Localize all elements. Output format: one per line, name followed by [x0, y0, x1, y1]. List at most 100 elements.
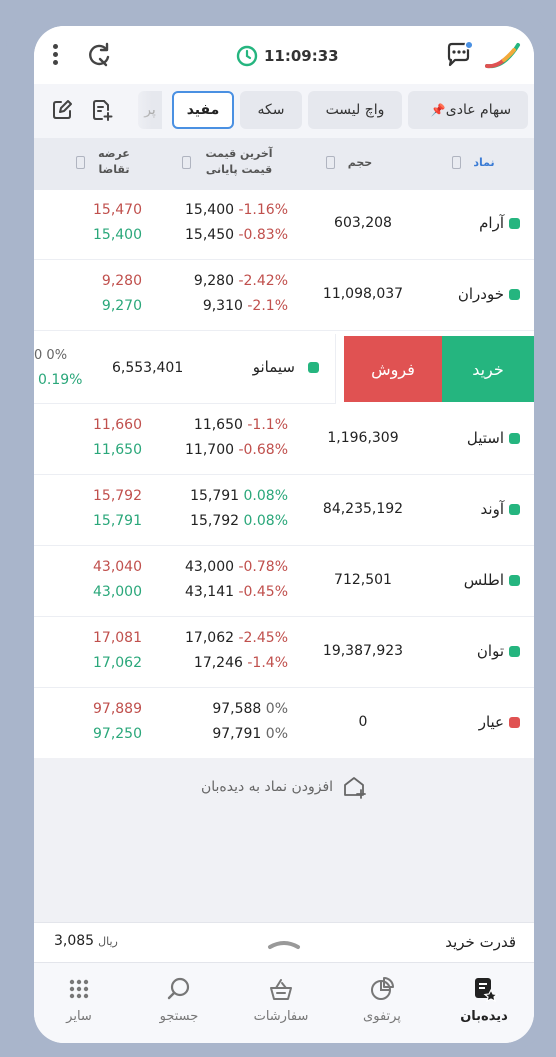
status-dot — [509, 504, 520, 515]
status-dot — [308, 362, 319, 373]
symbol-name: عیار — [478, 713, 504, 731]
nav-watchlist[interactable]: دیده‌بان — [439, 971, 529, 1035]
status-dot — [509, 575, 520, 586]
swiped-pct-bottom: 0.19% — [38, 372, 83, 388]
watchlist-icon — [475, 978, 498, 1003]
close-price: 97,791 0% — [212, 726, 288, 742]
add-watchlist-icon[interactable] — [90, 98, 114, 122]
tab-coin[interactable]: سکه — [240, 91, 302, 129]
symbol-name: خودران — [457, 285, 504, 303]
table-row[interactable]: خودران 11,098,037 9,280 -2.42% 9,310 -2.… — [34, 261, 534, 331]
volume: 712,501 — [334, 572, 392, 588]
clock-icon — [236, 45, 258, 67]
sort-volume-icon[interactable] — [326, 156, 335, 169]
status-dot — [509, 717, 520, 728]
close-price: 11,700 -0.68% — [185, 442, 288, 458]
bid-price: 11,650 — [93, 442, 142, 458]
purchasing-power-label: قدرت خرید — [445, 933, 516, 951]
symbol-name: آوند — [480, 500, 504, 518]
last-price: 15,400 -1.16% — [185, 202, 288, 218]
symbol-name: اطلس — [463, 571, 504, 589]
bid-price: 9,270 — [101, 298, 142, 314]
close-price: 15,450 -0.83% — [185, 227, 288, 243]
nav-portfolio[interactable]: پرتفوی — [337, 971, 427, 1035]
close-price: 17,246 -1.4% — [193, 655, 288, 671]
bid-price: 15,791 — [93, 513, 142, 529]
sort-symbol-icon[interactable] — [452, 156, 461, 169]
device-frame: 11:09:33 پر مفید سکه واچ لیست — [6, 6, 550, 1051]
nav-orders[interactable]: سفارشات — [236, 971, 326, 1035]
col-bid[interactable]: تقاضا — [98, 163, 130, 176]
swiped-row[interactable]: 0 0% 0.19% 6,553,401 سیمانو فروش خرید — [34, 334, 534, 405]
table-row[interactable]: آوند 84,235,192 15,791 0.08% 15,792 0.08… — [34, 476, 534, 546]
symbol-name: استیل — [466, 429, 504, 447]
swiped-volume: 6,553,401 — [112, 360, 184, 376]
status-dot — [509, 218, 520, 229]
tab-common-stocks[interactable]: سهام عادی 📌 — [408, 91, 528, 129]
table-row[interactable]: استیل 1,196,309 11,650 -1.1% 11,700 -0.6… — [34, 405, 534, 475]
bottom-nav: دیده‌بان پرتفوی سفارشات جستجو — [34, 962, 534, 1043]
last-price: 17,062 -2.45% — [185, 630, 288, 646]
col-last-price[interactable]: آخرین قیمت — [205, 147, 273, 160]
refresh-icon[interactable] — [86, 41, 114, 69]
status-dot — [509, 289, 520, 300]
volume: 0 — [358, 714, 368, 730]
col-symbol[interactable]: نماد — [473, 156, 495, 169]
ask-price: 9,280 — [101, 273, 142, 289]
buy-button[interactable]: خرید — [442, 336, 534, 402]
volume: 19,387,923 — [322, 643, 404, 659]
volume: 603,208 — [334, 215, 392, 231]
symbol-name: آرام — [479, 214, 504, 232]
portfolio-icon — [371, 977, 394, 1000]
swiped-symbol-name: سیمانو — [252, 358, 295, 376]
sort-orderbook-icon[interactable] — [76, 156, 85, 169]
broker-logo-icon — [485, 43, 520, 69]
volume: 84,235,192 — [322, 501, 404, 517]
ask-price: 43,040 — [93, 559, 142, 575]
bid-price: 17,062 — [93, 655, 142, 671]
table-row[interactable]: عیار 0 97,588 0% 97,791 0% 97,889 97,250 — [34, 689, 534, 759]
tab-fade — [126, 91, 152, 129]
table-row[interactable]: آرام 603,208 15,400 -1.16% 15,450 -0.83%… — [34, 190, 534, 260]
sell-button[interactable]: فروش — [344, 336, 442, 402]
add-symbol-button[interactable]: افزودن نماد به دیده‌بان — [184, 774, 384, 800]
symbol-name: توان — [476, 642, 504, 660]
last-price: 15,791 0.08% — [190, 488, 288, 504]
search-icon — [167, 977, 190, 1000]
ask-price: 15,470 — [93, 202, 142, 218]
app-screen: 11:09:33 پر مفید سکه واچ لیست — [34, 26, 534, 1043]
last-price: 11,650 -1.1% — [193, 417, 288, 433]
market-clock: 11:09:33 — [236, 44, 339, 68]
grid-icon — [69, 979, 89, 999]
col-ask[interactable]: عرضه — [98, 147, 130, 160]
volume: 11,098,037 — [322, 286, 404, 302]
add-symbol-icon — [344, 777, 366, 799]
more-menu-icon[interactable] — [50, 44, 60, 68]
pin-icon: 📌 — [430, 103, 446, 117]
col-volume[interactable]: حجم — [347, 156, 373, 169]
swiped-pct-top: 0 0% — [34, 348, 68, 363]
bid-price: 15,400 — [93, 227, 142, 243]
last-price: 97,588 0% — [212, 701, 288, 717]
orders-icon — [270, 979, 292, 1000]
sort-price-icon[interactable] — [182, 156, 191, 169]
purchasing-power-value: 3,085 ریال — [54, 933, 118, 949]
tab-mofid[interactable]: مفید — [172, 91, 234, 129]
table-row[interactable]: اطلس 712,501 43,000 -0.78% 43,141 -0.45%… — [34, 547, 534, 617]
purchasing-power-bar[interactable]: 3,085 ریال قدرت خرید — [34, 922, 534, 962]
tab-watchlist[interactable]: واچ لیست — [308, 91, 402, 129]
close-price: 9,310 -2.1% — [202, 298, 288, 314]
swiped-row-content[interactable]: 0 0% 0.19% 6,553,401 سیمانو — [34, 334, 336, 404]
ask-price: 11,660 — [93, 417, 142, 433]
nav-more[interactable]: سایر — [34, 971, 124, 1035]
chat-icon[interactable] — [444, 40, 474, 70]
column-header: نماد حجم آخرین قیمت قیمت پایانی عرضه تقا… — [34, 138, 534, 190]
edit-icon[interactable] — [50, 98, 74, 122]
close-price: 43,141 -0.45% — [185, 584, 288, 600]
add-symbol-area: افزودن نماد به دیده‌بان — [34, 758, 534, 922]
table-row[interactable]: توان 19,387,923 17,062 -2.45% 17,246 -1.… — [34, 618, 534, 688]
col-close-price[interactable]: قیمت پایانی — [205, 163, 273, 176]
nav-search[interactable]: جستجو — [134, 971, 224, 1035]
expand-handle-icon[interactable] — [266, 937, 302, 951]
ask-price: 97,889 — [93, 701, 142, 717]
